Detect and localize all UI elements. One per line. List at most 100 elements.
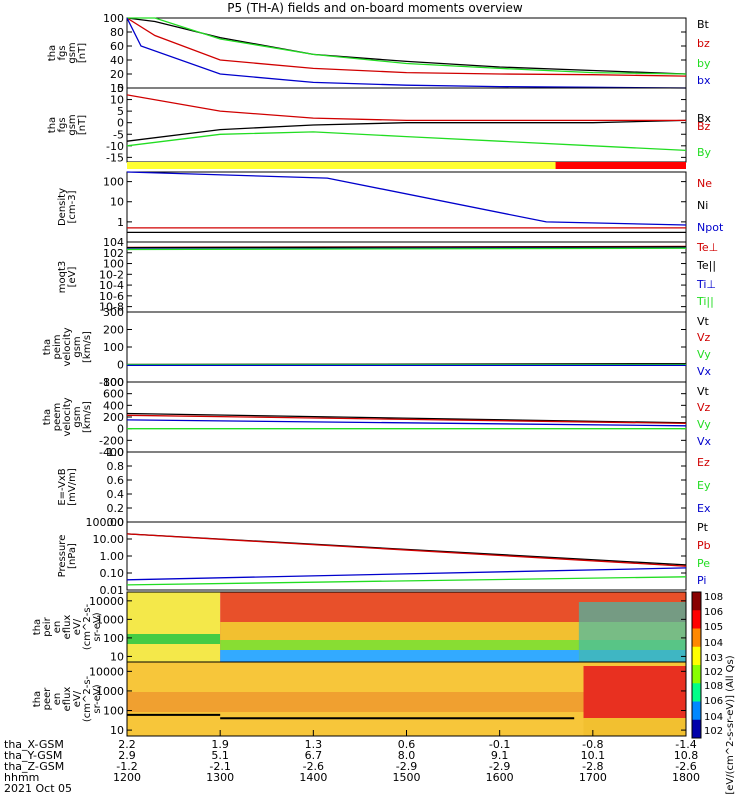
y-tick-label: 10.00 <box>93 533 125 546</box>
colorbar-segment <box>692 665 701 684</box>
y-axis-label: eV/ <box>72 618 83 635</box>
spec-region <box>127 592 221 662</box>
series-bt <box>126 17 687 75</box>
y-tick-label: 100 <box>103 12 124 25</box>
x-row-value: 9.1 <box>491 749 509 762</box>
y-axis-label: moqt3 <box>57 261 68 294</box>
x-row-value: 0.6 <box>398 738 416 751</box>
colorbar-tick: 104 <box>704 638 723 649</box>
panel-frame-temp <box>126 241 687 313</box>
y-tick-label: 100 <box>103 258 124 271</box>
colorbar-tick: 105 <box>704 622 723 633</box>
y-axis-label: en <box>52 693 63 706</box>
y-axis-label: gsm <box>72 336 83 357</box>
y-axis-label: (cm^2-s- <box>82 675 93 722</box>
legend-by: By <box>697 146 712 159</box>
x-row-value: 1300 <box>206 771 234 784</box>
y-tick-label: 0 <box>117 359 124 372</box>
y-tick-label: 10000 <box>89 595 124 608</box>
y-tick-label: 102 <box>103 247 124 260</box>
plot-title: P5 (TH-A) fields and on-board moments ov… <box>227 1 523 15</box>
spec-region <box>127 692 584 712</box>
series-vx <box>126 419 687 427</box>
colorbar-tick: 102 <box>704 667 723 678</box>
colorbar-tick: 108 <box>704 592 723 603</box>
series-by <box>126 131 687 152</box>
y-tick-label: 10000 <box>89 665 124 678</box>
legend-bt: Bt <box>697 18 710 31</box>
y-axis-label: tha <box>47 117 58 133</box>
colorbar-frame <box>691 591 702 739</box>
x-row-value: 2.9 <box>118 749 136 762</box>
legend-ez: Ez <box>697 456 710 469</box>
series-bz <box>126 94 686 122</box>
series-ti <box>126 247 687 251</box>
y-axis-label: en <box>52 621 63 634</box>
y-tick-label: 10-8 <box>99 301 124 314</box>
y-tick-label: 100.00 <box>86 516 125 529</box>
y-tick-label: -10 <box>106 140 124 153</box>
y-tick-label: 10-4 <box>99 279 124 292</box>
x-row-value: -2.8 <box>582 760 603 773</box>
panel-frame-peim_vel <box>126 311 687 383</box>
y-tick-label: 0.8 <box>107 460 125 473</box>
y-tick-label: -400 <box>99 446 124 459</box>
y-axis-label: tha <box>32 691 43 707</box>
x-row-value: -2.9 <box>396 760 417 773</box>
colorbar-segment <box>692 592 701 611</box>
colorbar-segment <box>692 683 701 702</box>
legend-by: by <box>697 57 711 70</box>
y-axis-label: tha <box>32 619 43 635</box>
colorbar-tick: 104 <box>704 712 723 723</box>
x-row-value: -2.6 <box>303 760 324 773</box>
y-axis-label: [nT] <box>77 43 88 63</box>
x-row-value: 6.7 <box>305 749 323 762</box>
legend-vt: Vt <box>697 385 710 398</box>
y-tick-label: 10 <box>110 196 124 209</box>
y-tick-label: 100 <box>103 632 124 645</box>
x-row-value: 1500 <box>393 771 421 784</box>
y-tick-label: 200 <box>103 324 124 337</box>
legend-bz: bz <box>697 37 710 50</box>
y-tick-label: -200 <box>99 434 124 447</box>
series-pi <box>126 567 687 581</box>
y-tick-label: 800 <box>103 376 124 389</box>
y-tick-label: 80 <box>110 26 124 39</box>
spec-region <box>583 718 686 736</box>
colorbar-segment <box>692 719 701 739</box>
y-axis-label: peir <box>42 616 53 636</box>
y-axis-label: tha <box>47 45 58 61</box>
mode-bar-fast <box>555 162 686 169</box>
legend-vx: Vx <box>697 435 712 448</box>
y-tick-label: 20 <box>110 68 124 81</box>
y-tick-label: 1.0 <box>107 446 125 459</box>
x-row-value: -0.8 <box>582 738 603 751</box>
y-tick-label: -15 <box>106 151 124 164</box>
y-tick-label: 10 <box>110 724 124 737</box>
y-axis-label: E=-VxB <box>57 468 68 505</box>
y-axis-label: [km/s] <box>82 401 93 433</box>
legend-pe: Pe <box>697 557 710 570</box>
legend-bx: Bx <box>697 112 712 125</box>
x-row-value: 1800 <box>672 771 700 784</box>
spec-region <box>220 650 686 662</box>
y-axis-label: [mV/m] <box>67 468 78 506</box>
legend-pt: Pt <box>697 521 709 534</box>
x-row-value: 1600 <box>486 771 514 784</box>
legend-pb: Pb <box>697 539 711 552</box>
spec-region <box>578 602 686 662</box>
y-tick-label: 0.6 <box>107 474 125 487</box>
series-vz <box>126 414 687 425</box>
panel-frame-pressure <box>126 521 687 591</box>
legend-vz: Vz <box>697 331 711 344</box>
y-tick-label: 15 <box>110 82 124 95</box>
y-tick-label: 0.0 <box>107 516 125 529</box>
legend-npot: Npot <box>697 221 724 234</box>
y-axis-label: [nPa] <box>67 543 78 569</box>
legend-ni: Ni <box>697 199 708 212</box>
x-row-value: -2.6 <box>675 760 696 773</box>
y-tick-label: 60 <box>110 40 124 53</box>
y-tick-label: 1 <box>117 216 124 229</box>
spec-region <box>220 640 686 650</box>
panel-frame-density <box>126 171 687 243</box>
